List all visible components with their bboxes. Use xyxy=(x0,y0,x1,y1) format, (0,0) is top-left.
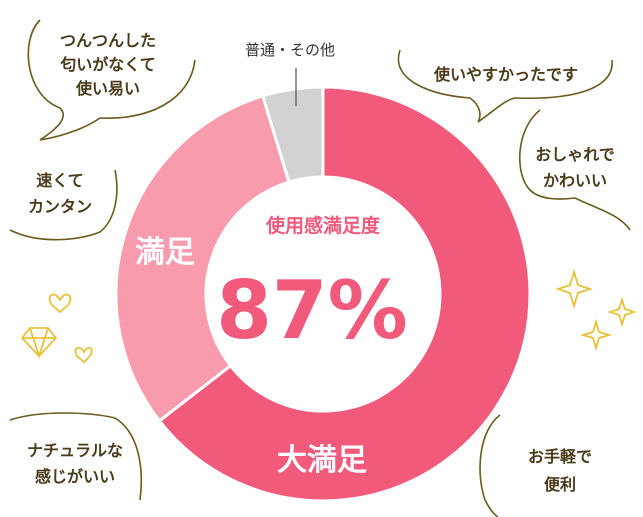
slice-2 xyxy=(260,85,325,184)
sparkle-icon xyxy=(579,318,613,352)
svg-text:匂いがなくて: 匂いがなくて xyxy=(59,55,156,74)
heart-icon xyxy=(48,293,72,314)
slice-1 xyxy=(114,94,291,423)
comment-4: 速くて カンタン xyxy=(28,171,92,216)
bubble-6 xyxy=(479,414,501,517)
comment-3: おしゃれで かわいい xyxy=(535,145,615,190)
bubble-3 xyxy=(519,109,631,231)
comment-2: 使いやすかったです xyxy=(433,65,578,84)
comment-6: お手軽で 便利 xyxy=(528,447,592,494)
svg-text:カンタン: カンタン xyxy=(28,197,92,216)
headline-percent: 87% xyxy=(216,264,407,357)
svg-text:かわいい: かわいい xyxy=(543,171,607,190)
svg-text:便利: 便利 xyxy=(544,475,576,494)
decorations xyxy=(20,268,637,364)
slice-label-other: 普通・その他 xyxy=(245,41,335,59)
svg-text:使い易い: 使い易い xyxy=(75,79,140,98)
slice-label-very-satisfied: 大満足 xyxy=(277,443,367,478)
svg-text:速くて: 速くて xyxy=(36,171,84,190)
svg-text:つんつんした: つんつんした xyxy=(60,31,156,50)
slice-0 xyxy=(157,85,532,503)
comment-5: ナチュラルな 感じがいい xyxy=(27,441,123,486)
svg-text:感じがいい: 感じがいい xyxy=(35,467,115,486)
chart-title: 使用感満足度 xyxy=(265,214,381,237)
bubble-2 xyxy=(397,49,613,123)
comment-1: つんつんした 匂いがなくて 使い易い xyxy=(59,31,156,98)
bubble-4 xyxy=(9,169,118,241)
sparkle-icon xyxy=(555,268,593,310)
svg-text:おしゃれで: おしゃれで xyxy=(535,145,615,164)
bubble-1 xyxy=(27,19,196,141)
svg-text:お手軽で: お手軽で xyxy=(528,447,592,466)
slice-label-satisfied: 満足 xyxy=(135,235,195,270)
sparkle-icon xyxy=(607,297,637,327)
diamond-icon xyxy=(20,327,58,359)
speech-bubbles xyxy=(9,19,631,517)
svg-text:ナチュラルな: ナチュラルな xyxy=(27,441,123,460)
bubble-5 xyxy=(9,412,143,501)
heart-icon xyxy=(74,346,93,364)
